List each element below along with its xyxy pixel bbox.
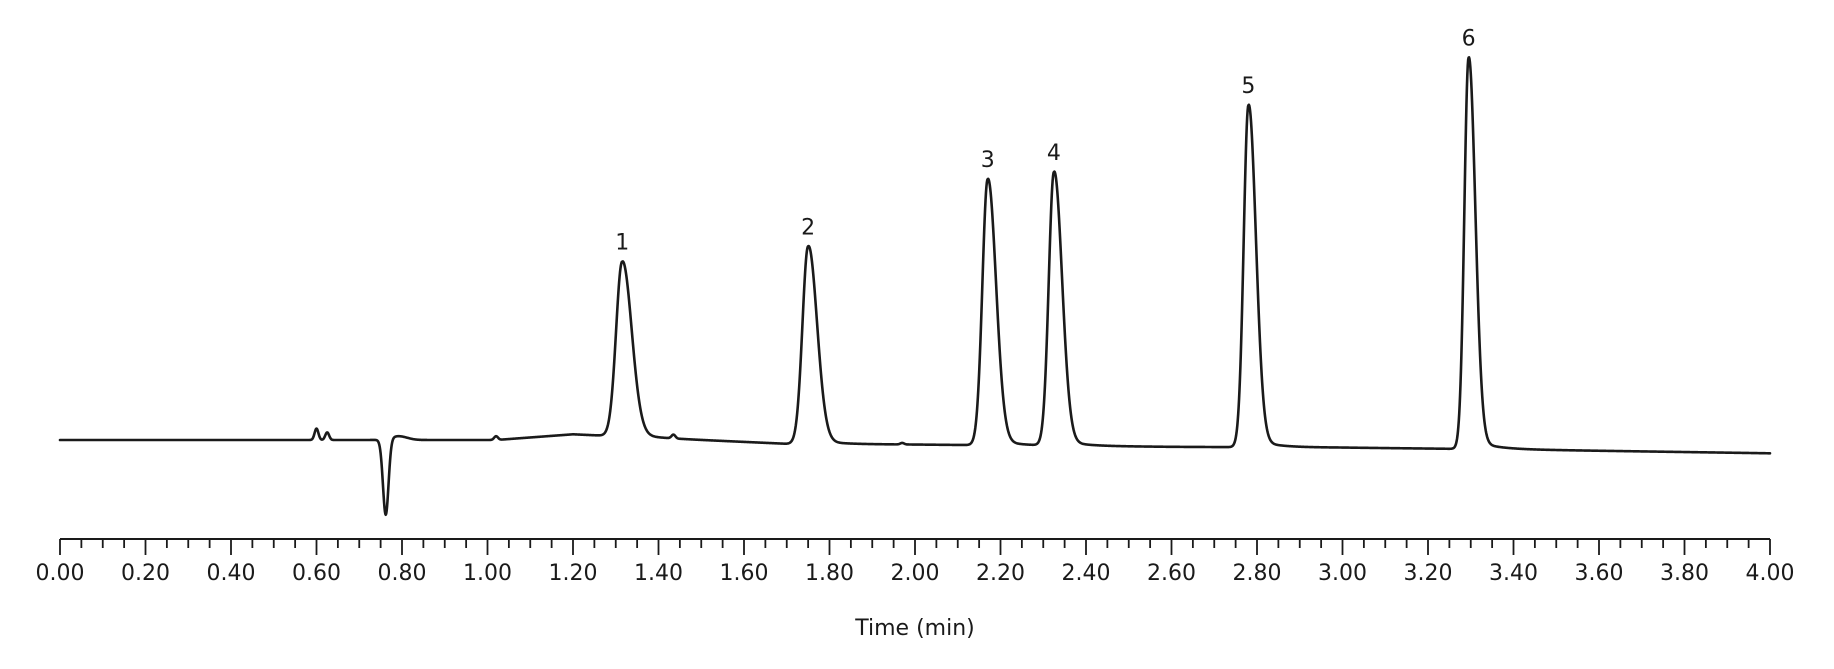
x-tick-label: 2.80: [1233, 561, 1282, 586]
x-axis-title: Time (min): [854, 616, 975, 641]
x-tick-label: 3.00: [1318, 561, 1367, 586]
x-tick-label: 2.40: [1062, 561, 1111, 586]
x-tick-label: 0.60: [292, 561, 341, 586]
x-tick-label: 1.00: [463, 561, 512, 586]
x-tick-label: 4.00: [1746, 561, 1795, 586]
x-tick-label: 2.60: [1147, 561, 1196, 586]
x-tick-label: 3.60: [1575, 561, 1624, 586]
x-tick-label: 2.20: [976, 561, 1025, 586]
x-tick-label: 1.80: [805, 561, 854, 586]
x-tick-label: 0.80: [378, 561, 427, 586]
peak-label-5: 5: [1241, 74, 1255, 99]
peak-label-4: 4: [1047, 141, 1061, 166]
x-tick-label: 1.20: [549, 561, 598, 586]
x-tick-label: 1.40: [634, 561, 683, 586]
peak-label-3: 3: [981, 148, 995, 173]
x-tick-label: 1.60: [720, 561, 769, 586]
x-tick-label: 3.20: [1404, 561, 1453, 586]
peak-label-1: 1: [615, 231, 629, 256]
peak-labels: 1 2 3 4 5 6: [615, 27, 1475, 256]
x-tick-label: 0.20: [121, 561, 170, 586]
x-tick-label: 0.40: [207, 561, 256, 586]
plot-area: [58, 56, 1772, 517]
x-tick-label: 2.00: [891, 561, 940, 586]
peak-label-6: 6: [1462, 27, 1476, 52]
x-tick-label: 3.80: [1660, 561, 1709, 586]
x-tick-label: 3.40: [1489, 561, 1538, 586]
x-axis: 0.00 0.20 0.40 0.60 0.80 1.00 1.20 1.40 1.60 1.80…: [36, 538, 1795, 586]
chromatogram-trace: [58, 56, 1772, 517]
peak-label-2: 2: [801, 215, 815, 240]
x-tick-label: 0.00: [36, 561, 85, 586]
x-ticks: 0.00 0.20 0.40 0.60 0.80 1.00 1.20 1.40 1.60 1.80…: [36, 539, 1795, 586]
